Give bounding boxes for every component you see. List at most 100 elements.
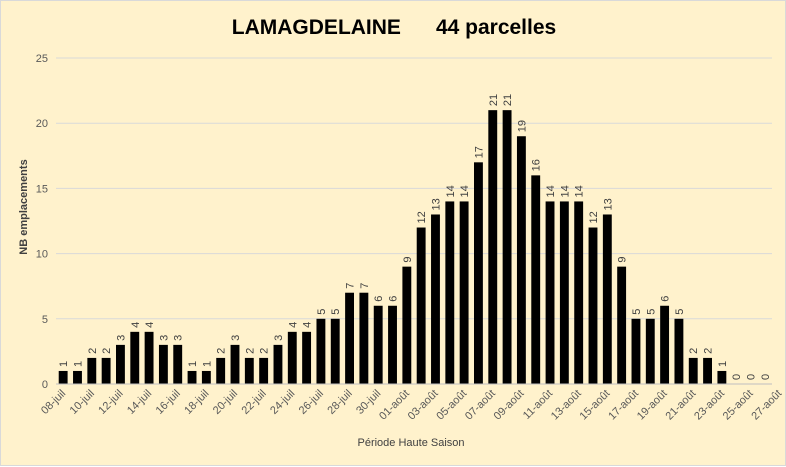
y-tick-label: 5 [42,314,48,326]
data-label: 2 [216,348,228,354]
data-label: 14 [445,185,457,197]
data-label: 5 [316,309,328,315]
bar [445,201,455,384]
data-label: 2 [244,348,256,354]
bar [703,357,712,384]
bar [474,162,483,384]
data-label: 14 [459,185,471,197]
bar [531,175,541,384]
bar [130,331,140,384]
data-label: 0 [760,374,772,380]
bar [388,305,397,384]
bar [688,357,698,384]
bar [488,110,498,384]
x-tick-label: 21-août [663,388,698,423]
bar [345,292,354,384]
bar [201,370,211,384]
bar [330,318,340,384]
bar [273,344,283,384]
x-tick-label: 14-juil [125,388,154,417]
bar [402,266,412,384]
x-axis-label: Période Haute Saison [357,437,464,449]
x-tick-label: 28-juil [325,388,354,417]
bar [158,344,168,384]
gridlines [56,57,772,320]
data-label: 1 [717,361,729,367]
bar [717,370,727,384]
y-axis-ticks: 0 5 10 15 20 25 [36,53,48,391]
x-tick-label: 24-juil [268,388,297,417]
y-tick-label: 10 [36,249,48,261]
bar [259,357,269,384]
bar [73,370,82,384]
data-label: 1 [187,361,199,367]
chart-title: LAMAGDELAINE 44 parcelles [231,16,557,39]
data-label: 2 [703,348,715,354]
bar [631,318,641,384]
bar [574,201,584,384]
data-label: 7 [359,283,371,289]
data-label: 14 [574,185,586,197]
y-tick-label: 0 [42,379,48,391]
bar [559,201,569,384]
x-tick-label: 07-août [463,388,498,423]
x-tick-label: 20-juil [211,388,240,417]
x-tick-label: 09-août [492,388,527,423]
y-tick-label: 20 [36,118,48,130]
x-tick-label: 19-août [635,388,670,423]
bar [602,214,612,384]
x-tick-label: 26-juil [297,388,326,417]
data-label: 3 [115,335,127,341]
data-label: 3 [230,335,242,341]
bar [244,357,254,384]
bar [545,201,555,384]
data-label: 4 [287,322,299,328]
data-label: 13 [430,198,442,210]
data-label: 12 [416,211,428,223]
bar [187,370,197,384]
data-label: 14 [559,185,571,197]
bar [116,344,125,384]
x-tick-label: 08-juil [39,388,68,417]
x-tick-label: 13-août [549,388,584,423]
y-tick-label: 25 [36,53,48,65]
x-tick-label: 17-août [606,388,641,423]
x-tick-label: 25-août [721,388,756,423]
data-label: 0 [746,374,758,380]
bar [316,318,326,384]
data-label: 5 [645,309,657,315]
bar [87,357,97,384]
data-label: 6 [660,296,672,302]
data-label: 3 [158,335,170,341]
data-label: 21 [502,94,514,106]
bar [359,292,369,384]
data-label: 1 [72,361,84,367]
data-label: 19 [516,120,528,132]
x-axis-ticks: 08-juil 10-juil 12-juil 14-juil 16-juil 18-ju… [39,388,784,423]
data-label: 0 [731,374,743,380]
data-label: 17 [473,146,485,158]
bar [302,331,312,384]
bar [645,318,655,384]
x-tick-label: 16-juil [154,388,183,417]
bar [459,201,469,384]
x-tick-label: 03-août [406,388,441,423]
bar [216,357,226,384]
bars [58,110,727,384]
data-label: 4 [302,322,314,328]
data-label: 5 [330,309,342,315]
x-tick-label: 01-août [377,388,412,423]
data-label: 1 [201,361,213,367]
x-tick-label: 15-août [578,388,613,423]
data-label: 7 [345,283,357,289]
data-label: 14 [545,185,557,197]
y-axis-label: NB emplacements [18,159,30,254]
data-label: 21 [488,94,500,106]
x-tick-label: 23-août [692,388,727,423]
data-label: 9 [617,257,629,263]
data-label: 4 [130,322,142,328]
x-tick-label: 05-août [434,388,469,423]
